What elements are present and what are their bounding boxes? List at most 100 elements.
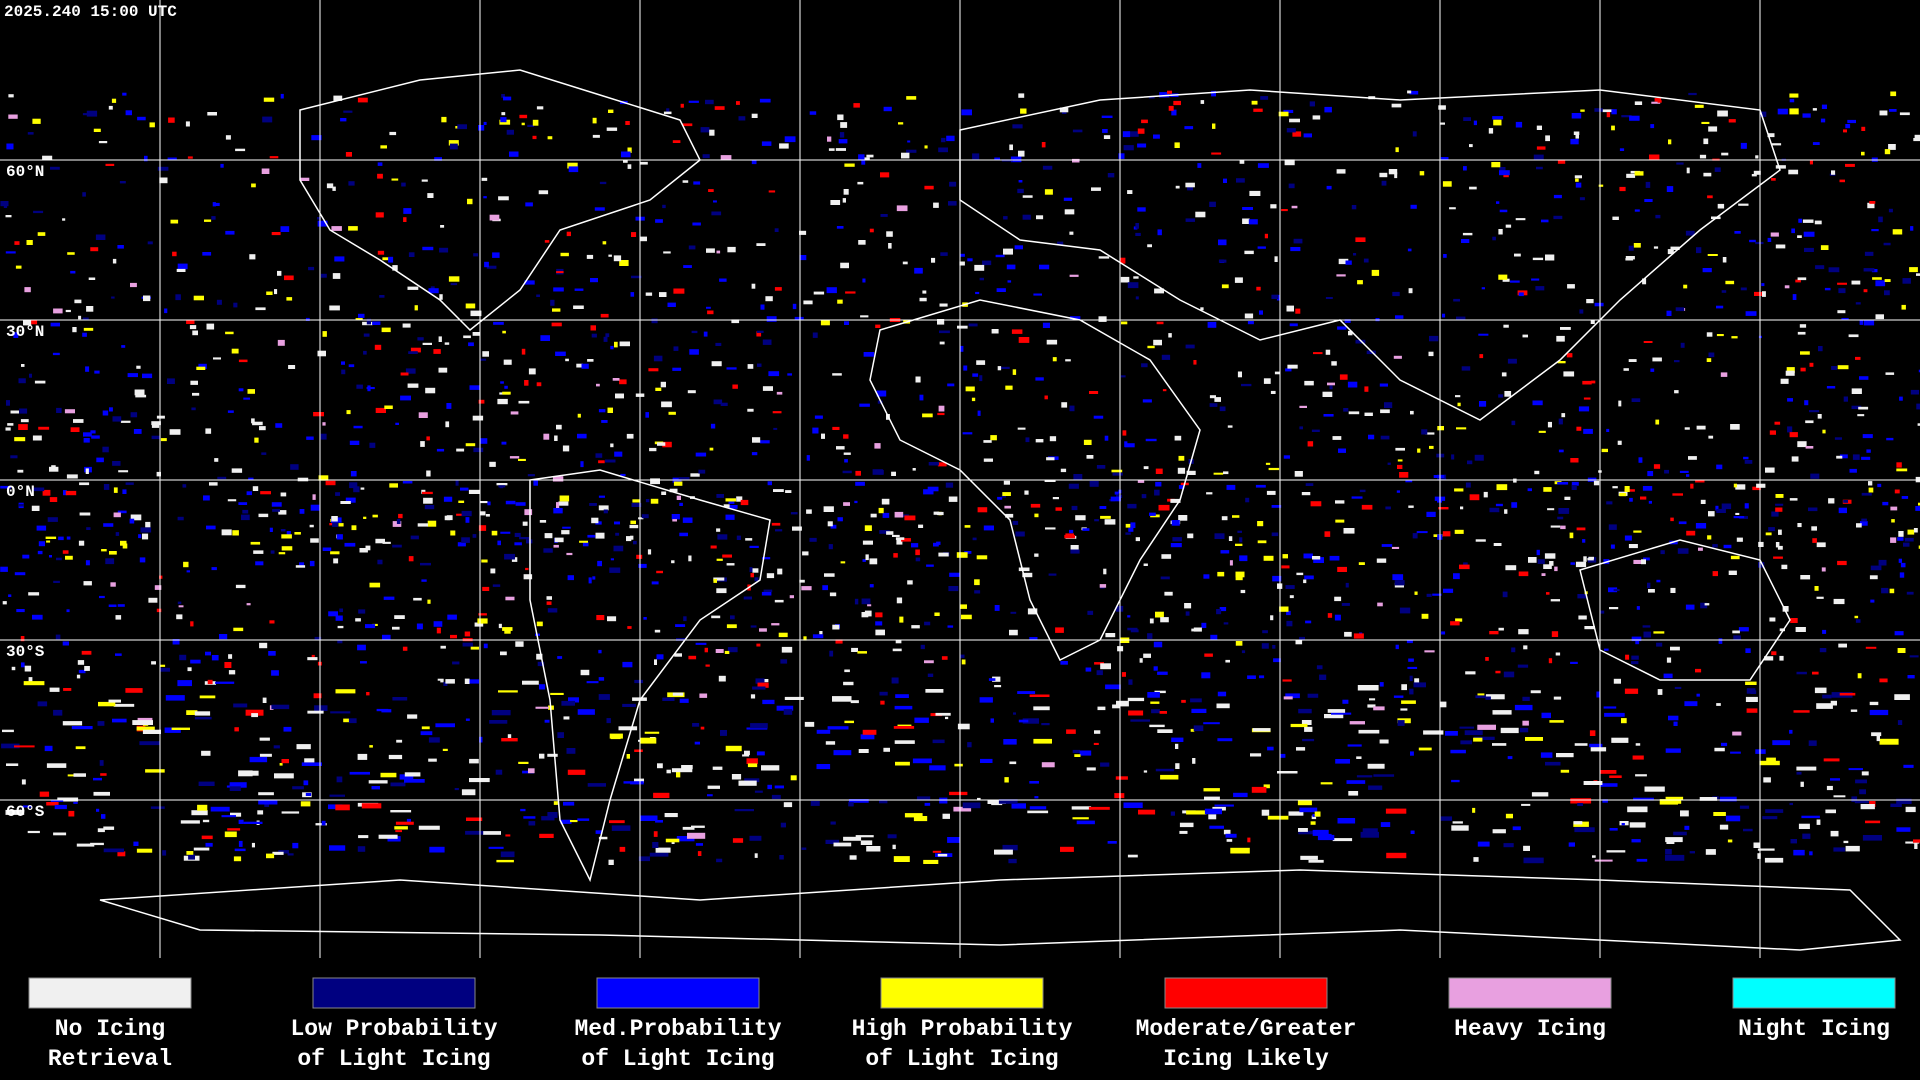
icing-pixel xyxy=(698,469,706,474)
icing-pixel xyxy=(1191,708,1207,713)
icing-pixel xyxy=(1796,671,1807,675)
icing-pixel xyxy=(1114,793,1125,799)
icing-pixel xyxy=(1536,146,1546,150)
icing-pixel xyxy=(306,436,314,440)
icing-pixel xyxy=(144,155,148,162)
icing-pixel xyxy=(608,859,614,865)
icing-pixel xyxy=(750,573,754,578)
icing-pixel xyxy=(211,655,219,661)
icing-pixel xyxy=(1478,333,1489,336)
icing-pixel xyxy=(1384,402,1393,408)
icing-pixel xyxy=(590,278,598,283)
icing-pixel xyxy=(1849,468,1857,473)
icing-pixel xyxy=(1654,98,1662,102)
icing-pixel xyxy=(504,630,511,634)
icing-pixel xyxy=(1773,556,1783,559)
icing-pixel xyxy=(887,834,897,839)
icing-pixel xyxy=(1143,466,1149,470)
icing-pixel xyxy=(1029,637,1038,640)
icing-pixel xyxy=(1041,762,1055,768)
icing-pixel xyxy=(1492,743,1507,746)
icing-pixel xyxy=(1728,119,1736,123)
icing-pixel xyxy=(1303,579,1307,584)
icing-pixel xyxy=(151,661,156,665)
icing-pixel xyxy=(498,623,502,629)
icing-pixel xyxy=(156,415,165,419)
icing-pixel xyxy=(1257,163,1269,168)
icing-pixel xyxy=(1913,528,1918,533)
icing-pixel xyxy=(1629,822,1646,828)
icing-pixel xyxy=(962,432,973,435)
icing-pixel xyxy=(479,736,483,743)
icing-pixel xyxy=(1881,587,1889,594)
icing-pixel xyxy=(824,573,835,577)
timestamp: 2025.240 15:00 UTC xyxy=(4,3,177,21)
icing-pixel xyxy=(1174,435,1182,441)
icing-pixel xyxy=(160,664,166,667)
icing-pixel xyxy=(1619,148,1625,151)
icing-pixel xyxy=(1295,639,1303,645)
icing-pixel xyxy=(71,726,93,730)
icing-pixel xyxy=(1591,380,1596,384)
icing-pixel xyxy=(1295,308,1301,314)
icing-pixel xyxy=(190,380,198,385)
icing-pixel xyxy=(1766,757,1776,763)
icing-pixel xyxy=(19,408,28,414)
icing-pixel xyxy=(836,446,845,450)
icing-pixel xyxy=(1653,631,1665,634)
icing-pixel xyxy=(682,826,695,830)
icing-pixel xyxy=(1385,808,1407,814)
icing-pixel xyxy=(886,231,893,237)
icing-pixel xyxy=(736,101,740,105)
icing-pixel xyxy=(1395,644,1399,650)
icing-pixel xyxy=(1013,712,1016,715)
icing-pixel xyxy=(1505,813,1513,819)
icing-pixel xyxy=(1489,507,1500,513)
icing-pixel xyxy=(1536,166,1543,170)
icing-pixel xyxy=(1604,712,1625,717)
icing-pixel xyxy=(1866,449,1871,453)
icing-pixel xyxy=(191,407,196,411)
icing-pixel xyxy=(875,612,883,618)
icing-pixel xyxy=(448,140,459,146)
icing-pixel xyxy=(5,427,11,431)
icing-pixel xyxy=(1003,216,1008,220)
icing-pixel xyxy=(832,696,852,702)
icing-pixel xyxy=(557,732,564,738)
eurasia xyxy=(959,89,1781,421)
icing-pixel xyxy=(1033,706,1050,711)
icing-pixel xyxy=(1896,827,1911,832)
icing-pixel xyxy=(1752,486,1761,491)
icing-pixel xyxy=(671,768,693,773)
icing-pixel xyxy=(988,678,996,681)
icing-pixel xyxy=(461,789,476,796)
icing-pixel xyxy=(205,428,212,434)
icing-pixel xyxy=(113,512,121,518)
icing-pixel xyxy=(1712,544,1718,548)
icing-pixel xyxy=(977,797,981,801)
icing-pixel xyxy=(1814,220,1822,225)
icing-pixel xyxy=(18,424,28,430)
icing-pixel xyxy=(925,689,944,693)
icing-pixel xyxy=(1828,498,1835,504)
icing-pixel xyxy=(305,792,312,796)
icing-pixel xyxy=(130,282,137,288)
icing-pixel xyxy=(734,809,754,812)
icing-pixel xyxy=(1060,846,1074,852)
icing-pixel xyxy=(862,729,877,735)
icing-pixel xyxy=(1012,520,1019,525)
icing-pixel xyxy=(399,774,414,780)
icing-pixel xyxy=(1839,454,1848,459)
icing-pixel xyxy=(626,433,634,439)
icing-pixel xyxy=(1147,633,1153,639)
icing-pixel xyxy=(110,582,116,587)
icing-pixel xyxy=(960,604,967,609)
icing-pixel xyxy=(49,466,59,472)
icing-pixel xyxy=(1276,294,1281,301)
icing-pixel xyxy=(667,302,676,307)
icing-pixel xyxy=(837,517,843,522)
icing-pixel xyxy=(182,484,187,488)
icing-pixel xyxy=(1707,254,1718,256)
icing-pixel xyxy=(1631,398,1641,402)
legend-label: Moderate/Greater xyxy=(1136,1016,1357,1042)
